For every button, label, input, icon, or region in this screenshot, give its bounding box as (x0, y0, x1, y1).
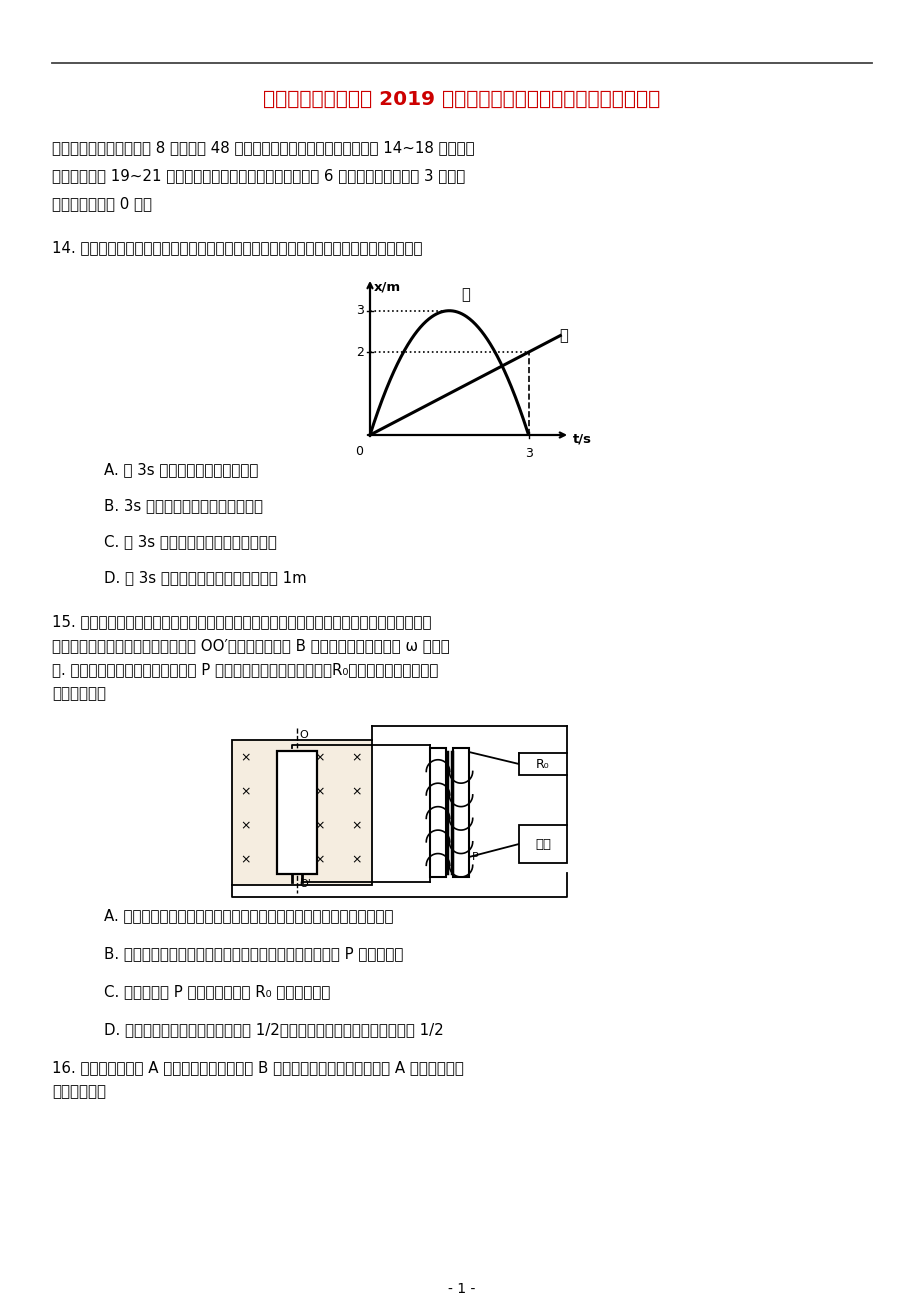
Text: 动. 降压变压器副线圈上的滑动触头 P 上下移动时可改变输出电压，R₀表示输电线电阻。下列: 动. 降压变压器副线圈上的滑动触头 P 上下移动时可改变输出电压，R₀表示输电线… (52, 661, 437, 677)
Bar (518, 825, 566, 863)
Text: R₀: R₀ (536, 758, 550, 771)
Bar (518, 753, 566, 775)
Text: ×: × (351, 785, 362, 798)
Text: t/s: t/s (573, 432, 591, 445)
Text: ×: × (278, 819, 288, 832)
Text: 15. 某住宅小区的应急供电系统，由交流发电机和副线圈匝数可调的理想降压变压器组成，发: 15. 某住宅小区的应急供电系统，由交流发电机和副线圈匝数可调的理想降压变压器组… (52, 615, 431, 629)
Bar (429, 749, 446, 878)
Text: ×: × (278, 785, 288, 798)
Text: 判断正确的是: 判断正确的是 (52, 686, 106, 700)
Text: ×: × (351, 751, 362, 764)
Text: ×: × (241, 854, 251, 867)
Text: ×: × (314, 785, 325, 798)
Text: 3: 3 (524, 447, 532, 460)
Text: P: P (471, 852, 478, 862)
Text: ×: × (351, 854, 362, 867)
Text: - 1 -: - 1 - (448, 1282, 475, 1295)
Text: 用户: 用户 (535, 837, 550, 850)
Text: ×: × (278, 751, 288, 764)
Text: 14. 甲、乙两物体从同一地点出发沿同一直线运动，它们的位移一时间图象如图所示，则在: 14. 甲、乙两物体从同一地点出发沿同一直线运动，它们的位移一时间图象如图所示，… (52, 240, 422, 255)
Bar (232, 740, 371, 885)
Bar (277, 751, 317, 874)
Text: ×: × (278, 854, 288, 867)
Text: O': O' (299, 879, 311, 889)
Text: 16. 如图所示，滑块 A 沿表面粗糙的固定斜面 B 加速下滑。下列做法中，能使 A 下滑时加速度: 16. 如图所示，滑块 A 沿表面粗糙的固定斜面 B 加速下滑。下列做法中，能使… (52, 1060, 463, 1075)
Text: 3: 3 (356, 305, 364, 318)
Text: 电机中矩形线圈电阻不计，它可绕轴 OO′在磁感应强度为 B 的匀强磁场中以角速度 ω 匀速转: 电机中矩形线圈电阻不计，它可绕轴 OO′在磁感应强度为 B 的匀强磁场中以角速度… (52, 638, 449, 654)
Text: B. 3s 末时甲、乙两物体的速度相等: B. 3s 末时甲、乙两物体的速度相等 (104, 497, 263, 513)
Text: D. 前 3s 内甲、乙两物体的最大距离为 1m: D. 前 3s 内甲、乙两物体的最大距离为 1m (104, 570, 306, 585)
Bar (452, 749, 469, 878)
Text: A. 若发电机线圈某时刻处于图示位置，变压器原线圈的电流瞬时值最大: A. 若发电机线圈某时刻处于图示位置，变压器原线圈的电流瞬时值最大 (104, 907, 393, 923)
Text: 二、选择题：（本大题共 8 小题，共 48 分。在每小题给出的四个选项中，第 14~18 题只有一: 二、选择题：（本大题共 8 小题，共 48 分。在每小题给出的四个选项中，第 1… (52, 141, 474, 155)
Text: ×: × (241, 785, 251, 798)
Text: O: O (299, 730, 308, 740)
Text: ×: × (314, 751, 325, 764)
Text: 2: 2 (356, 345, 364, 358)
Text: ×: × (314, 854, 325, 867)
Text: 一定减小的是: 一定减小的是 (52, 1085, 106, 1099)
Text: ×: × (241, 751, 251, 764)
Text: A. 前 3s 内甲、乙的平均速度相等: A. 前 3s 内甲、乙的平均速度相等 (104, 462, 258, 477)
Text: x/m: x/m (374, 280, 401, 293)
Text: ×: × (314, 819, 325, 832)
Text: ×: × (241, 819, 251, 832)
Text: B. 当用户数目增多时，为使用户电压保持不变，滑动触头 P 应向下滑动: B. 当用户数目增多时，为使用户电压保持不变，滑动触头 P 应向下滑动 (104, 947, 403, 961)
Text: ×: × (351, 819, 362, 832)
Text: C. 若滑动触头 P 向下滑动，流过 R₀ 的电流将减小: C. 若滑动触头 P 向下滑动，流过 R₀ 的电流将减小 (104, 984, 330, 999)
Text: 项符合题意第 19~21 题有多个选项符合题意。全部选对的得 6 分，选对但不全的得 3 分，有: 项符合题意第 19~21 题有多个选项符合题意。全部选对的得 6 分，选对但不全… (52, 168, 465, 184)
Text: 0: 0 (355, 445, 363, 458)
Text: 乙: 乙 (559, 328, 568, 342)
Text: 甲: 甲 (460, 288, 469, 302)
Text: 选错或不选的得 0 分）: 选错或不选的得 0 分） (52, 197, 152, 211)
Text: D. 若发电机线圈的转速减为原来的 1/2，用户获得的功率也将减为原来的 1/2: D. 若发电机线圈的转速减为原来的 1/2，用户获得的功率也将减为原来的 1/2 (104, 1022, 443, 1036)
Text: C. 前 3s 内甲、乙的运动方向始终相同: C. 前 3s 内甲、乙的运动方向始终相同 (104, 534, 277, 549)
Text: 贵州省部分重点中学 2019 届高考物理上学期教学质量评测卷（四）: 贵州省部分重点中学 2019 届高考物理上学期教学质量评测卷（四） (263, 90, 660, 109)
